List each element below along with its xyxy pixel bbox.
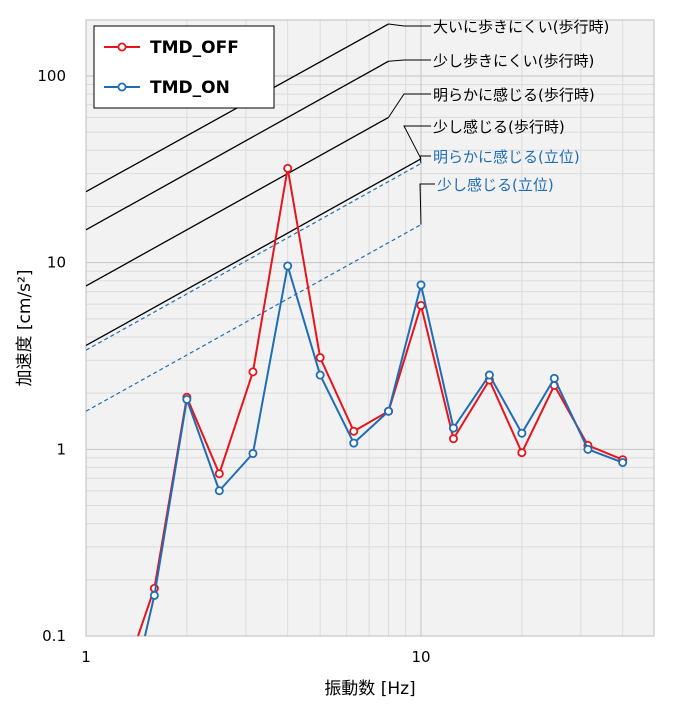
data-point [214,486,224,496]
annotation-leader [403,125,431,160]
series-line [144,264,624,637]
data-point [416,280,426,290]
data-point [349,438,359,448]
reference-line [85,158,422,347]
y-tick-label: 1 [56,440,66,458]
series-line [137,167,624,637]
data-point [315,353,325,363]
data-series [137,163,628,637]
legend-label-tmd-off: TMD_OFF [150,38,239,58]
y-tick-label: 100 [37,67,66,85]
reference-line-label: 大いに歩きにくい(歩行時) [433,18,609,36]
annotation-labels: 大いに歩きにくい(歩行時) 少し歩きにくい(歩行時) 明らかに感じる(歩行時) 少し感… [433,18,609,194]
data-point [618,458,628,468]
minor-gridlines [86,20,654,636]
annotation-leader [388,59,431,62]
x-tick-labels: 1 10 [81,648,430,666]
legend-marker-tmd-off [117,42,127,52]
legend-label-tmd-on: TMD_ON [150,78,230,98]
reference-line-label: 明らかに感じる(歩行時) [433,86,595,104]
data-point [416,300,426,310]
legend-marker-tmd-on [117,82,127,92]
annotation-leader [388,23,431,27]
reference-line [85,60,389,231]
data-point [384,406,394,416]
legend: TMD_OFF TMD_ON [93,25,275,109]
annotation-leaders [388,23,435,225]
y-tick-label: 10 [47,254,66,272]
data-point [517,428,527,438]
data-point [182,394,192,404]
data-point [349,426,359,436]
y-tick-labels: 0.1 1 10 100 [37,67,66,645]
data-point [283,163,293,173]
reference-line-label: 明らかに感じる(立位) [433,148,580,166]
plot-area [86,20,654,636]
data-point [315,370,325,380]
x-tick-label: 1 [81,648,91,666]
reference-line [85,224,422,412]
data-point [549,373,559,383]
plot-border [85,19,655,637]
data-point [214,469,224,479]
x-tick-label: 10 [411,648,430,666]
reference-line-label: 少し歩きにくい(歩行時) [433,52,594,70]
data-point [149,590,159,600]
data-point [484,370,494,380]
data-point [283,261,293,271]
annotation-leader [419,183,435,225]
data-point [248,448,258,458]
y-tick-label: 0.1 [42,627,66,645]
data-point [248,367,258,377]
annotation-leader [388,93,431,118]
data-point [448,434,458,444]
reference-line-label: 少し感じる(歩行時) [433,118,565,136]
reference-line-label: 少し感じる(立位) [437,176,554,194]
annotation-leader [419,155,431,164]
data-point [583,444,593,454]
reference-line [85,162,422,351]
data-point [448,423,458,433]
legend-box [93,25,275,109]
reference-line [85,116,389,287]
x-axis-title: 振動数 [Hz] [324,679,415,699]
data-point [517,448,527,458]
y-axis-title: 加速度 [cm/s²] [15,270,35,387]
